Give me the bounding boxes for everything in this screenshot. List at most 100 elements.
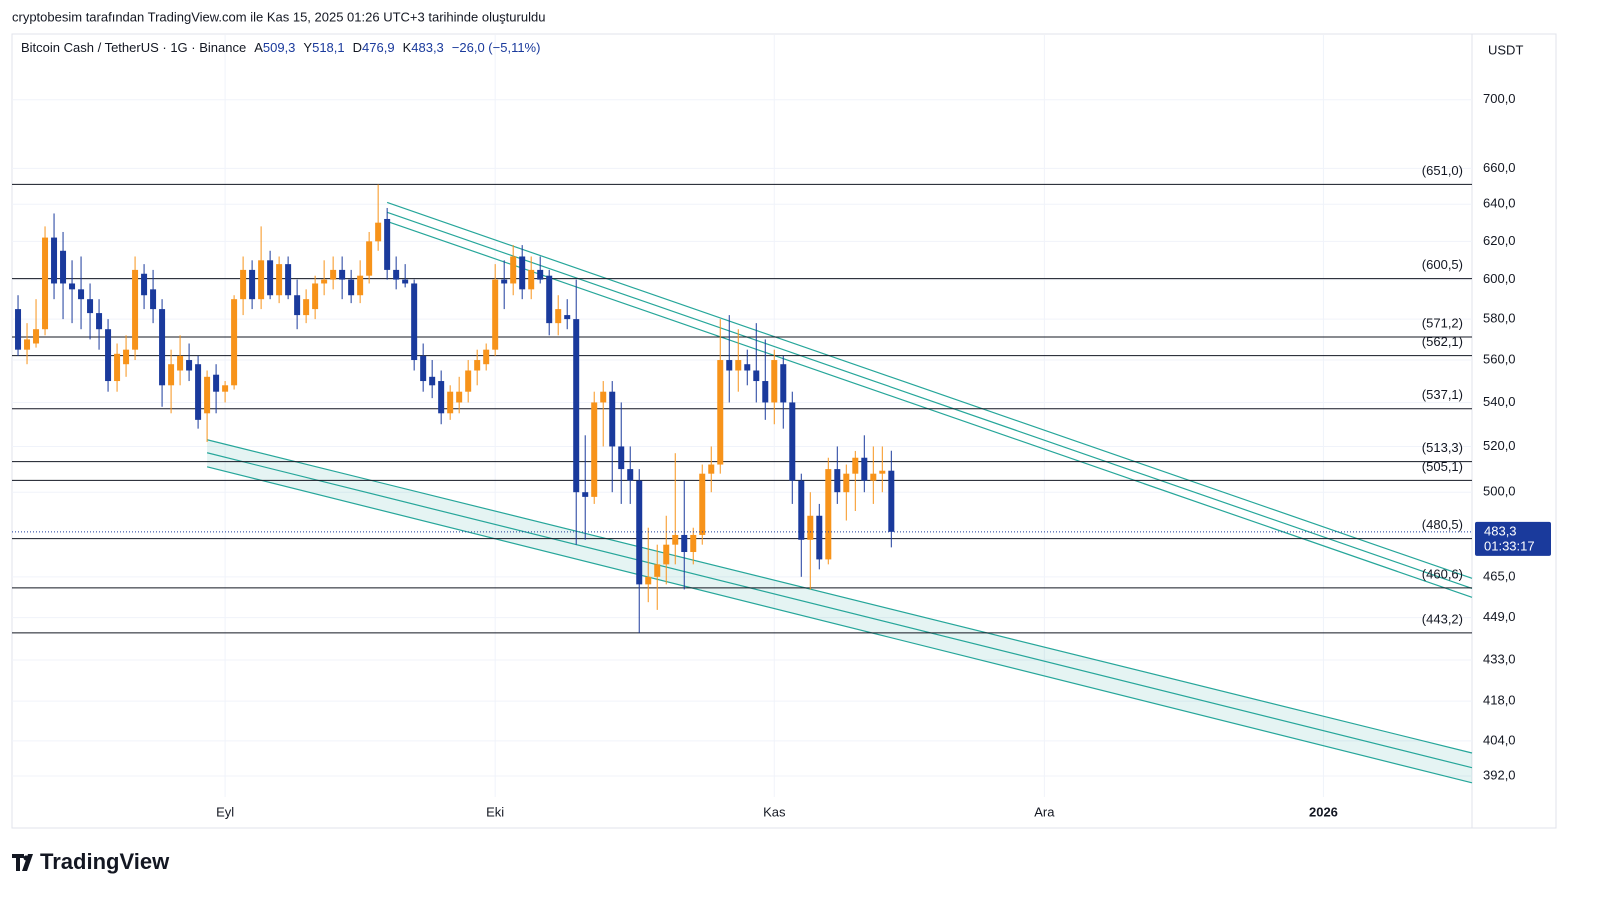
level-label: (537,1) (1422, 387, 1463, 402)
ohlc-key: K (403, 40, 412, 55)
candle-body (195, 364, 202, 420)
countdown: 01:33:17 (1484, 538, 1535, 553)
candle-body (636, 480, 643, 585)
candle-body (879, 470, 886, 474)
candle-body (825, 469, 832, 560)
candle-body (303, 299, 310, 316)
candle-body (456, 391, 463, 403)
candle-body (672, 534, 679, 545)
ohlc-key: A (254, 40, 263, 55)
y-tick-label: 449,0 (1483, 609, 1516, 624)
candle-body (375, 222, 382, 242)
level-label: (443,2) (1422, 611, 1463, 626)
candle-body (321, 279, 328, 284)
channel-line (206, 466, 1473, 784)
ohlc-value: 509,3 (263, 40, 296, 55)
candle-body (267, 260, 274, 296)
y-tick-label: 540,0 (1483, 394, 1516, 409)
y-tick-label: 404,0 (1483, 732, 1516, 747)
frame (11, 33, 1557, 829)
candle-body (564, 315, 571, 320)
level-label: (505,1) (1422, 459, 1463, 474)
y-tick-label: 392,0 (1483, 767, 1516, 782)
ohlc-value: 476,9 (362, 40, 395, 55)
candle-body (357, 275, 364, 296)
y-tick-label: 640,0 (1483, 196, 1516, 211)
candle-body (771, 360, 778, 403)
candle-body (87, 299, 94, 314)
candle-body (852, 457, 859, 474)
change: −26,0 (−5,11%) (452, 40, 541, 55)
candle-body (708, 464, 715, 474)
candle-body (591, 402, 598, 497)
last-price-label: 483,3 (1484, 523, 1517, 538)
candle-body (870, 473, 877, 481)
candle-body (231, 299, 238, 386)
y-tick-label: 620,0 (1483, 233, 1516, 248)
candle-body (213, 374, 220, 392)
candle-body (699, 473, 706, 535)
ohlc-value: 483,3 (411, 40, 444, 55)
level-label: (600,5) (1422, 257, 1463, 272)
channel-fill (207, 439, 1473, 783)
level-label: (513,3) (1422, 440, 1463, 455)
candle-body (627, 469, 634, 481)
candle-body (69, 283, 76, 290)
candle-body (384, 218, 391, 270)
candle-body (744, 364, 751, 371)
channel-line (386, 201, 1473, 579)
candle-body (735, 360, 742, 371)
candle-body (600, 391, 607, 403)
candle-body (15, 309, 22, 350)
candle-body (753, 370, 760, 382)
candle-body (78, 289, 85, 300)
level-label: (480,5) (1422, 517, 1463, 532)
y-tick-label: 660,0 (1483, 160, 1516, 175)
channel-line (386, 220, 1473, 598)
candle-body (834, 469, 841, 493)
candle-body (348, 279, 355, 296)
y-tick-label: 418,0 (1483, 693, 1516, 708)
candle-body (537, 269, 544, 280)
candle-body (402, 279, 409, 284)
last-price-box (1475, 521, 1551, 556)
candle-body (654, 564, 661, 577)
level-label: (571,2) (1422, 315, 1463, 330)
candle-body (33, 329, 40, 344)
level-label: (651,0) (1422, 163, 1463, 178)
y-tick-label: 433,0 (1483, 651, 1516, 666)
candle-body (501, 279, 508, 284)
candle-body (780, 364, 787, 403)
candle-body (177, 355, 184, 371)
candle-body (366, 241, 373, 276)
candle-body (60, 250, 67, 284)
candle-body (420, 355, 427, 382)
candle-body (105, 329, 112, 382)
candle-body (582, 492, 589, 497)
candle-body (690, 534, 697, 553)
x-tick-label: 2026 (1309, 804, 1338, 819)
x-tick-label: Eki (486, 804, 504, 819)
candle-body (132, 269, 139, 350)
candle-body (510, 256, 517, 284)
y-tick-label: 560,0 (1483, 351, 1516, 366)
level-label: (460,6) (1422, 566, 1463, 581)
candle-body (798, 480, 805, 540)
logo: TradingView (12, 849, 170, 874)
candle-body (492, 279, 499, 350)
candle-body (285, 264, 292, 296)
candle-body (861, 457, 868, 481)
candle-body (330, 269, 337, 280)
candle-body (123, 349, 130, 365)
candle-body (474, 360, 481, 371)
candle-body (276, 264, 283, 296)
candle-body (465, 370, 472, 392)
candle-body (240, 269, 247, 300)
y-tick-label: 465,0 (1483, 568, 1516, 583)
candle-body (681, 534, 688, 553)
credit: cryptobesim tarafından TradingView.com i… (12, 9, 545, 24)
candle-body (114, 353, 121, 382)
candle-body (555, 309, 562, 324)
candle-body (393, 269, 400, 280)
candle-body (762, 381, 769, 403)
